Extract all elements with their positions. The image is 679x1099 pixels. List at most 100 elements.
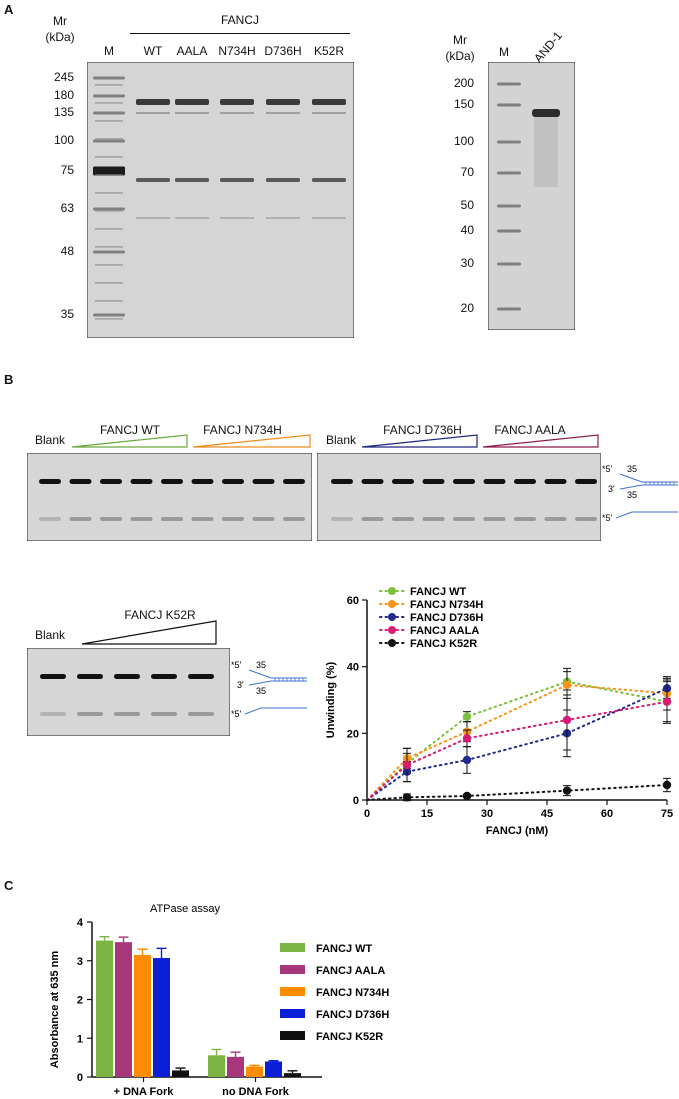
product-band — [100, 517, 122, 521]
panel-label-b: B — [4, 372, 14, 387]
gel-a2-marker-3: 70 — [460, 165, 474, 179]
fork2-5-label: *5' — [231, 660, 242, 670]
gel1-triangles — [71, 434, 311, 448]
marker-faint-band — [95, 228, 123, 230]
legend-swatch — [280, 1031, 305, 1040]
substrate-band — [130, 479, 153, 484]
gel-b1 — [27, 453, 312, 541]
blank-label-2: Blank — [326, 433, 357, 447]
fancj-group-label: FANCJ — [220, 13, 259, 27]
panel-label-c: C — [4, 878, 14, 893]
fancj-band-full — [220, 99, 254, 105]
bar — [208, 1055, 225, 1077]
fancj-group-line — [130, 33, 350, 34]
fork-substrate-diagram-2: *5' 35 3' 35 *5' — [231, 660, 307, 719]
product-band — [483, 517, 506, 521]
y-tick-label: 20 — [347, 728, 359, 740]
substrate-band — [283, 479, 305, 484]
gel-a1-marker-6: 48 — [60, 244, 74, 258]
fork-5-label: *5' — [602, 464, 613, 474]
marker-band — [497, 229, 521, 233]
y-tick-label: 3 — [77, 956, 83, 968]
x-tick-label: 0 — [364, 808, 370, 820]
marker-faint-band — [95, 156, 123, 158]
gel-a1-marker-1: 180 — [53, 88, 74, 102]
gel-a2 — [488, 62, 575, 330]
substrate-band — [191, 479, 214, 484]
marker-band — [497, 82, 521, 86]
legend-swatch — [280, 987, 305, 996]
product-band — [161, 517, 183, 521]
bar — [284, 1073, 301, 1077]
mr-label-2: Mr — [453, 33, 467, 47]
fancj-band-70 — [266, 178, 300, 182]
gel-a2-marker-5: 40 — [460, 223, 474, 237]
legend-label: FANCJ AALA — [410, 625, 479, 637]
bar — [172, 1070, 189, 1077]
substrate-band — [422, 479, 445, 484]
fancj-band-full — [312, 99, 346, 105]
marker-band — [93, 111, 125, 115]
data-point — [402, 793, 412, 802]
legend-label: FANCJ WT — [410, 586, 467, 598]
bar — [96, 940, 113, 1077]
fancj-band-minor — [266, 112, 300, 114]
product-band — [361, 517, 384, 521]
substrate-band — [69, 479, 92, 484]
substrate-band — [514, 479, 536, 484]
marker-band — [497, 103, 521, 107]
marker-band — [497, 171, 521, 175]
substrate-band — [575, 479, 597, 484]
legend-label: FANCJ N734H — [410, 599, 483, 611]
y-tick-label: 40 — [347, 662, 359, 674]
legend-marker — [388, 626, 396, 634]
y-axis-label: Unwinding (%) — [325, 661, 337, 738]
legend-label: FANCJ AALA — [316, 965, 385, 977]
data-point — [662, 780, 672, 790]
fancj-band-faint — [266, 217, 300, 219]
x-tick-label: 15 — [421, 808, 433, 820]
y-tick-label: 60 — [347, 595, 359, 607]
data-point — [402, 760, 412, 770]
product-band — [40, 712, 66, 716]
series-line-2 — [366, 687, 668, 801]
gel2-triangles — [361, 434, 599, 448]
marker-faint-band — [95, 264, 123, 266]
marker-band — [93, 94, 125, 98]
substrate-band — [151, 674, 177, 679]
fork2-3-label: 3' — [237, 680, 244, 690]
category-label: no DNA Fork — [222, 1086, 290, 1098]
product-band — [252, 517, 275, 521]
x-axis-label: FANCJ (nM) — [486, 825, 549, 837]
product-band — [69, 517, 92, 521]
gel-a2-marker-7: 20 — [460, 301, 474, 315]
legend-marker — [388, 613, 396, 621]
bar — [134, 954, 151, 1077]
series-line-1 — [366, 683, 668, 801]
fancj-band-70 — [220, 178, 254, 182]
marker-faint-band — [95, 138, 123, 140]
marker-band — [497, 307, 521, 311]
gel-a2-marker-6: 30 — [460, 256, 474, 270]
x-tick-label: 75 — [661, 808, 673, 820]
x-tick-label: 60 — [601, 808, 613, 820]
bar — [227, 1056, 244, 1077]
mr-label: Mr — [53, 14, 67, 28]
marker-band — [93, 207, 125, 211]
data-point — [662, 697, 672, 706]
legend-marker — [388, 639, 396, 647]
product-band — [188, 712, 214, 716]
product-band — [544, 517, 567, 521]
gel-a1-marker-5: 63 — [60, 201, 74, 215]
legend-label: FANCJ N734H — [316, 987, 389, 999]
legend-label: FANCJ D736H — [316, 1009, 389, 1021]
gel-a2-lane-1: AND-1 — [531, 28, 565, 66]
y-tick-label: 2 — [77, 995, 83, 1007]
bar — [115, 942, 132, 1077]
y-tick-label: 4 — [77, 917, 84, 929]
gel-a1-marker-4: 75 — [60, 163, 74, 177]
fancj-band-70 — [175, 178, 209, 182]
chart-title: ATPase assay — [150, 903, 221, 915]
gel1-n734h-label: FANCJ N734H — [203, 423, 282, 437]
gel-b3 — [27, 648, 230, 736]
